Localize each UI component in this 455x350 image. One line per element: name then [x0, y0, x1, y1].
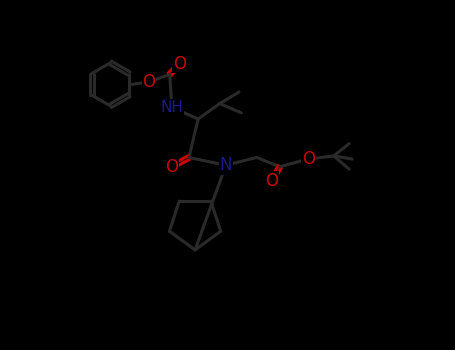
Text: O: O	[173, 55, 186, 72]
Text: O: O	[302, 150, 315, 168]
Text: O: O	[142, 73, 155, 91]
Text: NH: NH	[161, 100, 183, 115]
Text: N: N	[220, 156, 232, 174]
Text: O: O	[266, 172, 278, 190]
Text: O: O	[166, 158, 178, 176]
